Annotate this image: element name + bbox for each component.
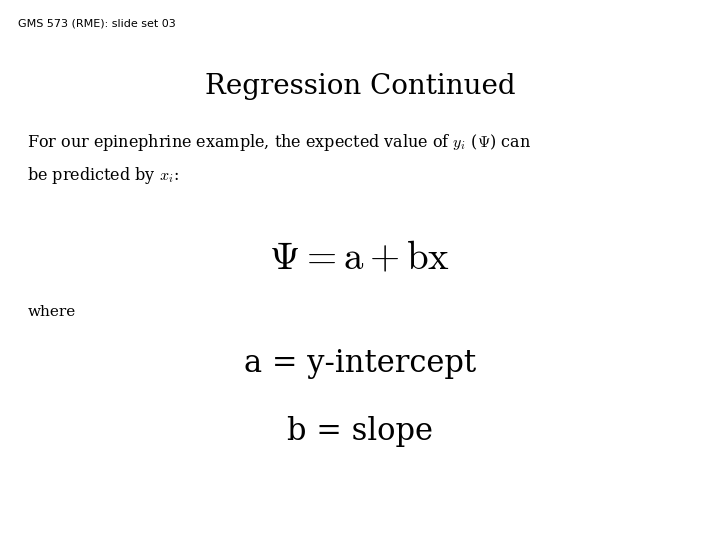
Text: where: where (27, 305, 76, 319)
Text: For our epinephrine example, the expected value of $y_i$ ($\Psi$) can: For our epinephrine example, the expecte… (27, 132, 531, 153)
Text: $\Psi = \mathrm{a} + \mathrm{bx}$: $\Psi = \mathrm{a} + \mathrm{bx}$ (269, 240, 451, 278)
Text: b = slope: b = slope (287, 416, 433, 447)
Text: GMS 573 (RME): slide set 03: GMS 573 (RME): slide set 03 (18, 19, 176, 29)
Text: a = y-intercept: a = y-intercept (244, 348, 476, 379)
Text: Regression Continued: Regression Continued (204, 73, 516, 100)
Text: be predicted by $x_i$:: be predicted by $x_i$: (27, 165, 179, 186)
